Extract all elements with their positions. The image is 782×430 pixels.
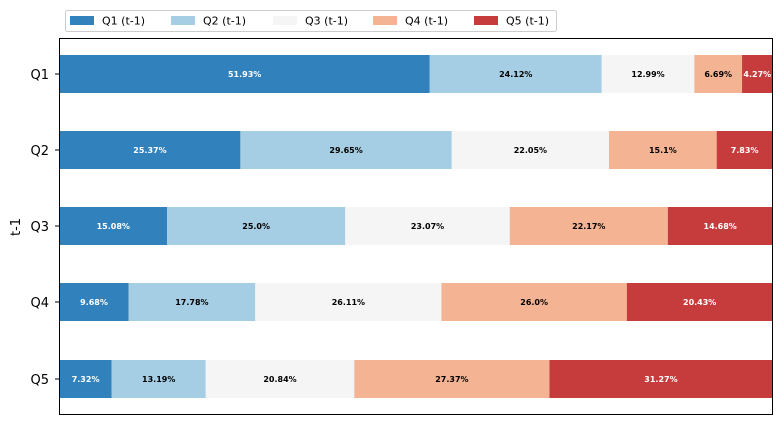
data-label: 4.27% (743, 70, 771, 79)
bar-q1-series-3 (601, 55, 695, 93)
bar-q5-series-2 (111, 360, 206, 398)
bar-q2-series-3 (451, 131, 610, 169)
bar-q2-series-1 (59, 131, 241, 169)
data-label: 31.27% (644, 375, 677, 384)
data-label: 15.08% (97, 222, 130, 231)
data-label: 24.12% (499, 70, 532, 79)
bar-q4-series-4 (441, 283, 627, 321)
legend-swatch (273, 16, 297, 25)
data-label: 17.78% (175, 298, 208, 307)
bar-q5-series-4 (354, 360, 550, 398)
data-label: 27.37% (435, 375, 468, 384)
bar-q5-series-5 (549, 360, 773, 398)
bar-q1-series-2 (429, 55, 602, 93)
bar-q5-series-1 (59, 360, 112, 398)
data-label: 20.43% (683, 298, 716, 307)
legend-label: Q3 (t-1) (305, 15, 348, 28)
data-label: 20.84% (263, 375, 296, 384)
data-label: 15.1% (649, 146, 677, 155)
y-tick-label: Q1 (30, 68, 49, 83)
bar-q2-series-5 (716, 131, 773, 169)
bars: 51.93% 24.12% 12.99% 6.69% 4.27% 25.37% 29.65%… (59, 55, 773, 398)
bar-q4-series-1 (59, 283, 129, 321)
legend: Q1 (t-1) Q2 (t-1) Q3 (t-1) Q4 (t-1) Q5 (t-1) (65, 10, 557, 32)
legend-label: Q4 (t-1) (405, 15, 448, 28)
data-label: 7.83% (731, 146, 759, 155)
data-label: 14.68% (704, 222, 737, 231)
data-label: 6.69% (704, 70, 732, 79)
bar-q3-series-4 (509, 207, 668, 245)
data-label: 22.05% (514, 146, 547, 155)
data-label: 23.07% (411, 222, 444, 231)
data-label: 29.65% (329, 146, 362, 155)
bar-q2-series-4 (609, 131, 717, 169)
bar-q4-series-3 (255, 283, 442, 321)
bar-q3-series-3 (345, 207, 510, 245)
legend-swatch (474, 16, 498, 25)
legend-swatch (373, 16, 397, 25)
legend-label: Q2 (t-1) (203, 15, 246, 28)
y-axis-title: t-1 (9, 218, 24, 236)
data-label: 13.19% (142, 375, 175, 384)
data-label: 25.0% (242, 222, 270, 231)
y-axis: Q1 Q2 Q3 Q4 Q5 (30, 68, 60, 388)
data-label: 22.17% (572, 222, 605, 231)
legend-swatch (70, 16, 94, 25)
bar-q5-series-3 (205, 360, 355, 398)
bar-q3-series-5 (667, 207, 773, 245)
data-label: 26.11% (332, 298, 365, 307)
legend-label: Q5 (t-1) (506, 15, 549, 28)
y-tick-label: Q4 (30, 296, 49, 311)
bar-q1-series-4 (694, 55, 743, 93)
bar-q2-series-2 (240, 131, 452, 169)
y-tick-label: Q5 (30, 373, 49, 388)
bar-q1-series-1 (59, 55, 430, 93)
bar-q3-series-1 (59, 207, 168, 245)
data-label: 25.37% (133, 146, 166, 155)
bar-q3-series-2 (167, 207, 346, 245)
data-label: 7.32% (72, 375, 100, 384)
legend-swatch (171, 16, 195, 25)
data-label: 51.93% (228, 70, 261, 79)
bar-q1-series-5 (742, 55, 773, 93)
y-tick-label: Q2 (30, 144, 49, 159)
data-label: 9.68% (80, 298, 108, 307)
bar-q4-series-2 (128, 283, 256, 321)
legend-frame (65, 10, 557, 32)
bar-q4-series-5 (626, 283, 773, 321)
data-label: 12.99% (631, 70, 664, 79)
data-label: 26.0% (520, 298, 548, 307)
legend-label: Q1 (t-1) (102, 15, 145, 28)
y-tick-label: Q3 (30, 220, 49, 235)
